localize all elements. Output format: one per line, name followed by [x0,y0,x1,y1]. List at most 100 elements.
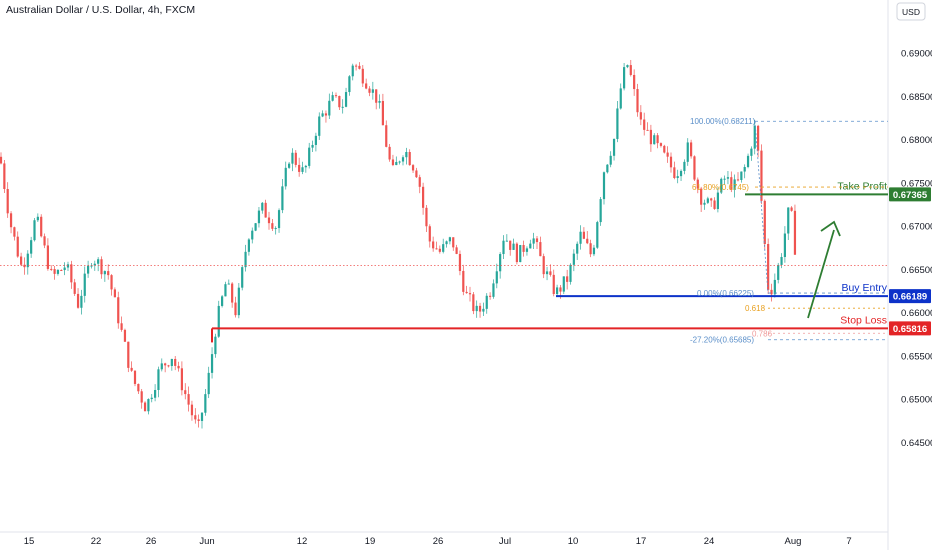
candle-body [656,135,659,144]
candle [676,169,679,184]
candle-body [525,248,529,252]
candle [361,65,364,88]
candle-body [26,253,29,268]
candle-body [515,243,518,263]
candle [679,169,683,181]
candle-body [381,101,384,126]
candle-body [619,88,622,109]
candle-body [371,89,374,93]
candle-body [247,239,250,252]
candle [686,138,689,166]
candle-body [726,177,730,179]
time-axis[interactable]: 15 22 26 Jun 12 19 26 Jul 10 17 24 Aug 7 [24,536,852,547]
candle-body [237,287,240,316]
candle [592,244,596,257]
candle [140,388,143,409]
candle-body [401,157,405,162]
candle [713,197,716,210]
candle [281,178,284,214]
candle [207,366,210,399]
candle-body [519,245,522,263]
candle-body [33,220,36,241]
candle [284,161,287,190]
candle-body [103,271,106,275]
candle [291,148,294,172]
candle [113,287,116,298]
candle-body [612,138,616,156]
candle-body [194,415,197,420]
y-tick-label: 0.67500 [901,178,932,189]
candle [66,261,70,271]
candle-body [633,74,636,90]
candle [438,245,441,254]
candle-body [679,170,683,177]
candle [241,265,244,291]
candle-body [348,76,351,93]
candle [552,269,555,297]
candle [348,75,351,96]
candle-body [428,226,431,242]
candle [659,142,663,148]
candle [512,238,515,250]
candle [492,279,495,299]
y-tick-label: 0.65500 [901,351,932,362]
candle [127,341,130,373]
candle [545,266,549,281]
candle-body [113,289,116,298]
candle-body [214,336,217,355]
candle-body [723,178,726,180]
candle-body [713,200,716,209]
price-axis[interactable]: 0.69000 0.68500 0.68000 0.67500 0.67000 0.665… [901,49,932,449]
candle [445,240,448,248]
candle [234,296,237,318]
candle [371,81,374,100]
currency-button-label[interactable]: USD [902,7,920,17]
candle [395,156,398,166]
candle [458,250,462,276]
candle-body [626,65,629,68]
candle [157,366,160,398]
candle-body [418,177,421,187]
candle [254,222,257,232]
currency-button[interactable]: USD [896,2,926,21]
candle-body [411,165,415,171]
candle [422,182,425,215]
candle [23,257,26,275]
candle [341,99,344,114]
candle-body [221,296,224,306]
candle [502,235,505,259]
candle-body [710,198,713,201]
candle-body [606,164,609,173]
candle [294,150,297,168]
candle-body [184,390,187,395]
currency-button-frame[interactable] [896,2,926,21]
candle-body [545,271,549,275]
candle [633,69,636,96]
candle-body [281,186,284,211]
candle-body [666,152,669,157]
candle-body [36,216,39,221]
candle-body [408,151,411,166]
candle [746,153,750,169]
candle [0,152,3,165]
candle-body [267,217,271,224]
y-tick-label: 0.69000 [901,49,932,60]
candle-body [6,189,9,214]
candle [599,196,602,226]
candle [475,300,478,318]
fib-ext-786-label: 0.786 [752,329,773,338]
candle-body [787,207,790,234]
candle-body [80,295,83,308]
candle-body [539,242,542,257]
candle [324,110,328,123]
candle-body [763,200,766,244]
candle [40,214,43,238]
candle-body [492,283,495,297]
candle [700,186,703,213]
candle [757,124,760,158]
candle-body [264,202,267,218]
candle-body [730,177,733,190]
candle [20,252,23,267]
